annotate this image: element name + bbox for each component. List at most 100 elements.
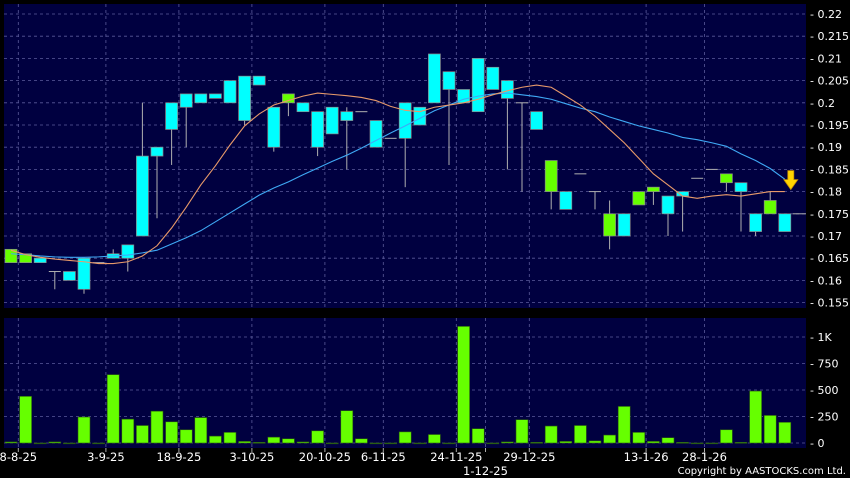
- candle-body: [617, 213, 631, 237]
- candle-body: [296, 102, 310, 113]
- candle-body: [486, 66, 500, 90]
- volume-bar: [106, 374, 120, 444]
- candle-body: [749, 213, 762, 232]
- candle-body: [442, 71, 456, 90]
- volume-bar: [296, 441, 310, 444]
- candle-body: [194, 93, 208, 104]
- volume-bar: [720, 429, 733, 444]
- volume-bar: [530, 442, 543, 444]
- x-tick-label: 8-8-25: [0, 450, 37, 464]
- price-axis-label: - 0.19: [810, 141, 842, 154]
- volume-axis-label: - 250: [810, 411, 838, 424]
- candle-body: [179, 93, 193, 108]
- price-axis-label: - 0.18: [810, 186, 842, 199]
- volume-bar: [325, 442, 339, 445]
- candle-body: [603, 213, 616, 237]
- candle: [471, 58, 485, 113]
- candle-body: [398, 102, 412, 139]
- candle: [267, 106, 281, 152]
- candle: [179, 93, 193, 148]
- volume-axis-label: - 0: [810, 437, 824, 450]
- volume-bar: [457, 326, 470, 444]
- candle: [589, 191, 601, 210]
- candle-body: [544, 160, 558, 192]
- volume-bar: [384, 442, 397, 445]
- volume-bar: [92, 442, 105, 445]
- candle: [223, 80, 237, 104]
- candle-body: [647, 186, 660, 192]
- volume-bar: [559, 441, 573, 444]
- volume-bar: [267, 436, 281, 444]
- candle: [311, 111, 324, 157]
- volume-bar: [238, 441, 251, 444]
- price-axis-label: - 0.22: [810, 8, 842, 21]
- volume-bar: [33, 442, 47, 445]
- candle-body: [19, 253, 32, 263]
- candle: [428, 53, 441, 104]
- candle: [632, 191, 646, 206]
- candle-body: [428, 53, 441, 104]
- volume-bar: [398, 431, 412, 444]
- price-axis-label: - 0.155: [810, 297, 849, 310]
- candle: [559, 191, 573, 210]
- price-axis-label: - 0.16: [810, 274, 842, 287]
- arrow-down-icon: [783, 170, 799, 191]
- price-axis-label: - 0.215: [810, 30, 849, 43]
- volume-bar: [63, 442, 76, 445]
- volume-bar: [340, 410, 354, 444]
- candle: [252, 75, 266, 86]
- volume-bar: [749, 390, 762, 444]
- candle-body: [325, 106, 339, 135]
- price-axis-label: - 0.17: [810, 230, 842, 243]
- price-axis-label: - 0.195: [810, 119, 849, 132]
- volume-bar: [428, 434, 441, 444]
- candle: [340, 107, 354, 170]
- volume-bar: [252, 442, 266, 444]
- moving-average-short-line: [10, 84, 785, 265]
- candle: [486, 66, 500, 90]
- volume-bar: [544, 425, 558, 444]
- price-axis-label: - 0.185: [810, 163, 849, 176]
- candle: [442, 71, 456, 165]
- candle-body: [734, 182, 748, 192]
- candle-body: [33, 257, 47, 263]
- candle-body: [763, 200, 777, 215]
- candle-body: [121, 244, 135, 259]
- volume-bar: [647, 441, 660, 444]
- volume-bar: [311, 430, 324, 444]
- candle: [150, 146, 164, 219]
- candle-body: [252, 75, 266, 86]
- x-tick-label: 24-11-25: [430, 450, 482, 464]
- moving-average-long-line: [10, 92, 786, 258]
- candle-body: [661, 195, 675, 215]
- candle: [19, 253, 32, 263]
- volume-axis-label: - 1K: [810, 331, 832, 344]
- candle-body: [238, 75, 251, 121]
- candle: [165, 102, 178, 165]
- candle: [136, 102, 149, 237]
- volume-bar: [150, 410, 164, 444]
- volume-bar: [282, 438, 295, 444]
- candle-body: [77, 257, 91, 290]
- candle-body: [223, 80, 237, 104]
- candle-body: [559, 191, 573, 210]
- candle-body: [720, 173, 733, 184]
- x-tick-label: 18-9-25: [156, 450, 201, 464]
- candle-body: [471, 58, 485, 113]
- candle: [530, 111, 543, 130]
- candle: [720, 173, 733, 192]
- candle: [369, 120, 383, 148]
- x-tick-label: 6-11-25: [361, 450, 406, 464]
- volume-bar: [121, 418, 135, 444]
- volume-bar: [442, 442, 456, 445]
- candle-body: [267, 106, 281, 148]
- volume-bar: [471, 428, 485, 444]
- candle-body: [165, 102, 178, 130]
- volume-bar: [763, 415, 777, 444]
- candle-body: [311, 111, 324, 148]
- price-axis-label: - 0.165: [810, 252, 849, 265]
- copyright-text: Copyright by AASTOCKS.com Ltd.: [677, 466, 846, 477]
- volume-bar: [4, 441, 18, 444]
- candle: [603, 200, 616, 250]
